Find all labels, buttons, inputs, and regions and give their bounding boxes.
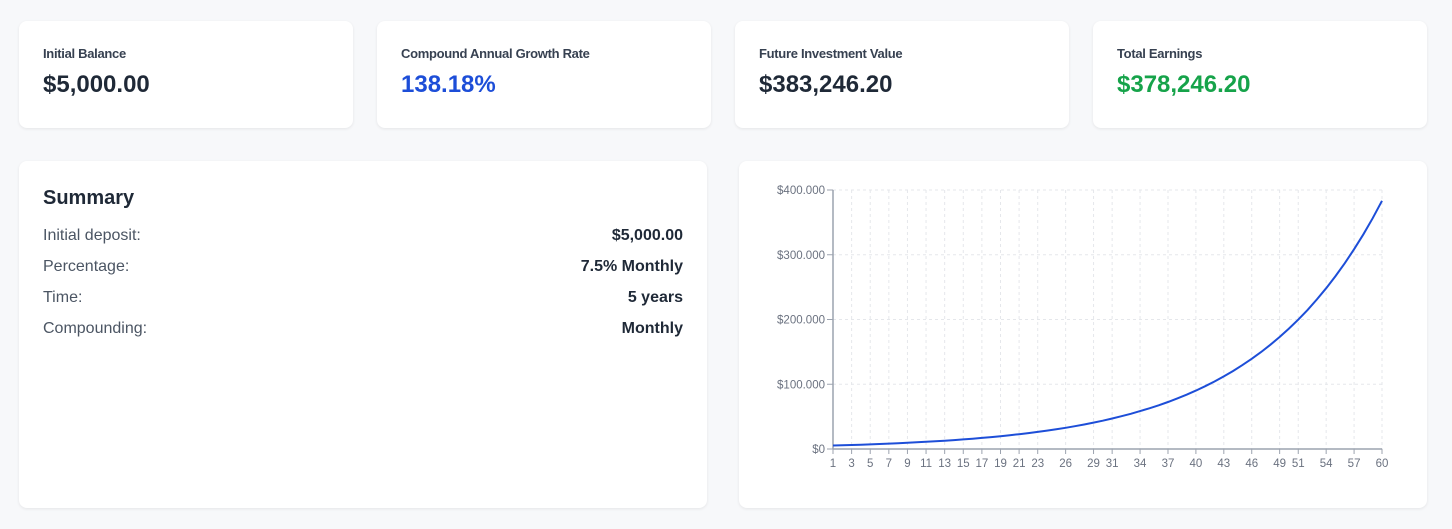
- growth-chart-card: $0 $100.000 $200.000 $300.000 $400.000 1 3 5 7 9 1…: [739, 161, 1427, 508]
- summary-title: Summary: [43, 187, 135, 209]
- summary-card: Summary Initial deposit: $5,000.00 Percen…: [19, 161, 707, 508]
- stat-value: $5,000.00: [43, 71, 150, 98]
- stat-label: Future Investment Value: [759, 46, 903, 61]
- summary-label: Compounding:: [43, 319, 148, 337]
- y-tick-label: $300.000: [777, 250, 825, 262]
- x-tick-label: 21: [1013, 458, 1026, 470]
- series-line: [832, 200, 1383, 447]
- summary-value: $5,000.00: [611, 226, 683, 244]
- x-tick-label: 23: [1031, 458, 1044, 470]
- summary-row: Initial deposit: $5,000.00: [43, 220, 683, 251]
- x-tick-label: 15: [957, 458, 970, 470]
- summary-label: Time:: [43, 288, 83, 306]
- stat-card-initial-balance: Initial Balance $5,000.00: [19, 21, 353, 128]
- stat-value: $378,246.20: [1117, 71, 1251, 98]
- stat-label: Initial Balance: [43, 46, 126, 61]
- stat-card-cagr: Compound Annual Growth Rate 138.18%: [377, 21, 711, 128]
- summary-value: 5 years: [627, 288, 683, 306]
- stat-value: 138.18%: [401, 71, 496, 98]
- summary-row: Time: 5 years: [43, 282, 683, 313]
- summary-value: Monthly: [621, 319, 683, 337]
- x-tick-label: 26: [1059, 458, 1072, 470]
- stat-label: Compound Annual Growth Rate: [401, 46, 590, 61]
- summary-row: Percentage: 7.5% Monthly: [43, 251, 683, 282]
- x-tick-label: 60: [1376, 458, 1389, 470]
- x-tick-label: 34: [1134, 458, 1147, 470]
- stat-card-total-earnings: Total Earnings $378,246.20: [1093, 21, 1427, 128]
- x-tick-label: 17: [975, 458, 988, 470]
- x-tick-label: 54: [1320, 458, 1333, 470]
- summary-label: Percentage:: [43, 257, 130, 275]
- y-tick-label: $200.000: [777, 315, 825, 327]
- x-tick-label: 46: [1245, 458, 1258, 470]
- y-tick-label: $400.000: [777, 185, 825, 197]
- x-tick-label: 57: [1348, 458, 1361, 470]
- stat-value: $383,246.20: [759, 71, 893, 98]
- stat-label: Total Earnings: [1117, 46, 1203, 61]
- x-tick-label: 19: [994, 458, 1007, 470]
- x-tick-label: 51: [1292, 458, 1305, 470]
- x-tick-label: 11: [920, 458, 932, 470]
- stat-card-future-value: Future Investment Value $383,246.20: [735, 21, 1069, 128]
- x-tick-label: 37: [1162, 458, 1175, 470]
- x-tick-label: 5: [867, 458, 873, 470]
- x-tick-label: 3: [848, 458, 854, 470]
- y-tick-label: $100.000: [777, 379, 825, 391]
- summary-value: 7.5% Monthly: [580, 257, 683, 275]
- x-tick-label: 40: [1189, 458, 1202, 470]
- x-tick-label: 29: [1087, 458, 1100, 470]
- y-tick-label: $0: [812, 444, 825, 456]
- x-tick-label: 7: [886, 458, 892, 470]
- summary-row: Compounding: Monthly: [43, 313, 683, 344]
- x-tick-label: 43: [1217, 458, 1230, 470]
- x-tick-label: 9: [904, 458, 910, 470]
- x-tick-label: 49: [1273, 458, 1286, 470]
- x-tick-label: 1: [830, 458, 836, 470]
- x-tick-label: 13: [938, 458, 951, 470]
- x-tick-label: 31: [1106, 458, 1119, 470]
- summary-label: Initial deposit:: [43, 226, 141, 244]
